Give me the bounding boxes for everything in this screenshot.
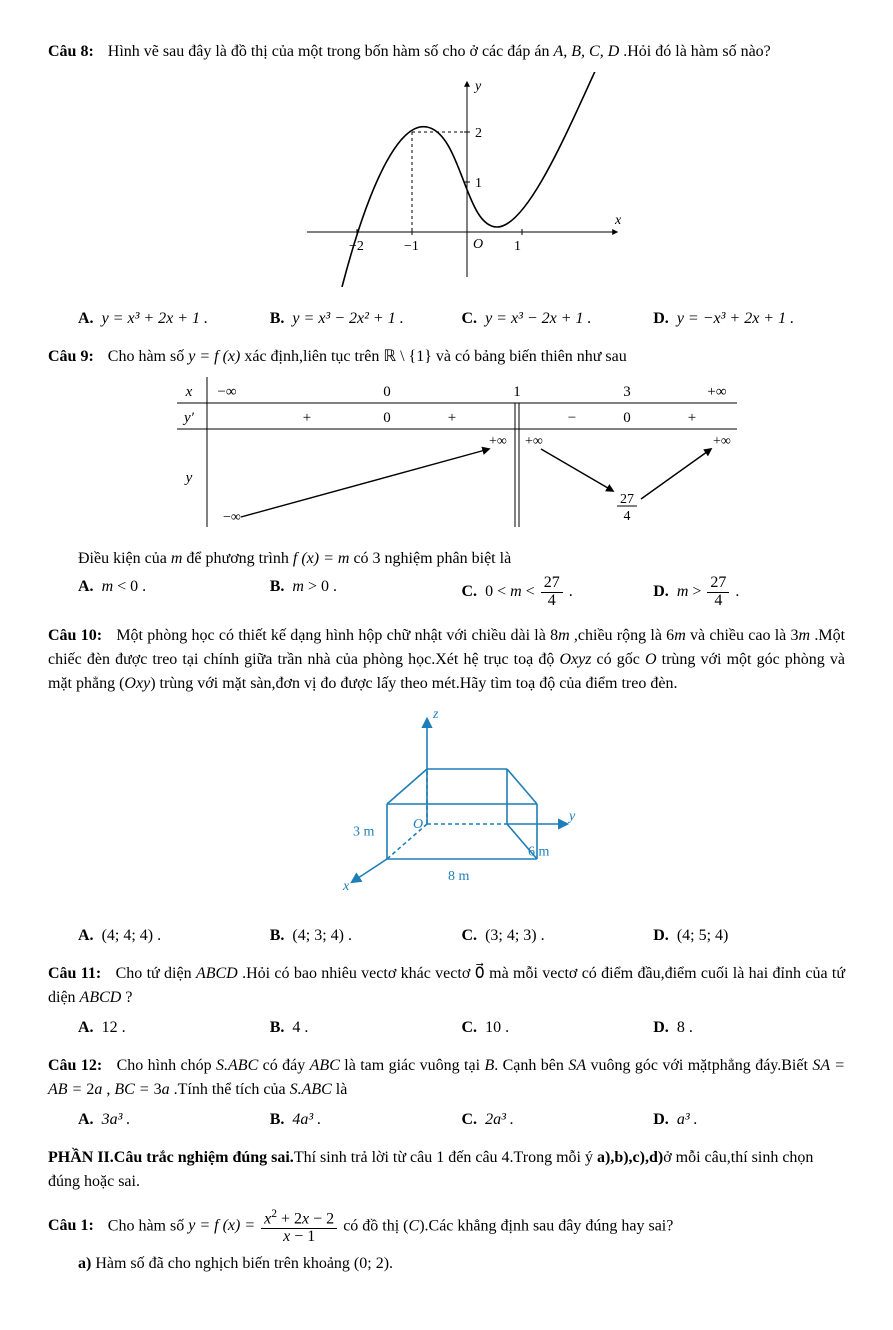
- svg-text:6 m: 6 m: [528, 844, 550, 859]
- q11-opt-A[interactable]: A. 12 .: [78, 1016, 270, 1040]
- q12-opt-D[interactable]: D. a³ .: [653, 1108, 845, 1132]
- q10-opt-C[interactable]: C. (3; 4; 3) .: [462, 924, 654, 948]
- question-9: Câu 9: Cho hàm số y = f (x) xác định,liê…: [48, 345, 845, 610]
- q8-opt-A[interactable]: A. y = x³ + 2x + 1 .: [78, 307, 270, 331]
- q9-variation-table: x −∞ 0 1 3 +∞ y′ +0 + − 0 + y −∞ +∞ +∞ +∞ 27 4: [48, 377, 845, 535]
- svg-text:−: −: [567, 410, 575, 426]
- svg-text:+: +: [302, 410, 310, 426]
- question-10: Câu 10: Một phòng học có thiết kế dạng h…: [48, 624, 845, 948]
- q10-opt-B[interactable]: B. (4; 3; 4) .: [270, 924, 462, 948]
- q11-opt-D[interactable]: D. 8 .: [653, 1016, 845, 1040]
- svg-text:+∞: +∞: [707, 384, 726, 400]
- svg-text:+: +: [447, 410, 455, 426]
- q8-opt-D[interactable]: D. y = −x³ + 2x + 1 .: [653, 307, 845, 331]
- q9-opt-C[interactable]: C. 0 < m < 274 .: [462, 575, 654, 610]
- q11-prompt: Câu 11: Cho tứ diện ABCD .Hỏi có bao nhi…: [48, 962, 845, 1010]
- svg-text:−1: −1: [404, 239, 419, 254]
- q9-prompt: Câu 9: Cho hàm số y = f (x) xác định,liê…: [48, 345, 845, 369]
- q8-options: A. y = x³ + 2x + 1 . B. y = x³ − 2x² + 1…: [78, 307, 845, 331]
- q10-label: Câu 10:: [48, 627, 102, 644]
- q9-opt-D[interactable]: D. m > 274 .: [653, 575, 845, 610]
- svg-text:8 m: 8 m: [448, 869, 470, 884]
- svg-text:+∞: +∞: [489, 434, 507, 449]
- question-11: Câu 11: Cho tứ diện ABCD .Hỏi có bao nhi…: [48, 962, 845, 1040]
- q10-options: A. (4; 4; 4) . B. (4; 3; 4) . C. (3; 4; …: [78, 924, 845, 948]
- svg-text:0: 0: [623, 410, 631, 426]
- q8-opt-B[interactable]: B. y = x³ − 2x² + 1 .: [270, 307, 462, 331]
- svg-text:z: z: [432, 707, 439, 722]
- q9-table-svg: x −∞ 0 1 3 +∞ y′ +0 + − 0 + y −∞ +∞ +∞ +∞ 27 4: [137, 377, 757, 527]
- svg-text:+: +: [687, 410, 695, 426]
- svg-text:y′: y′: [182, 410, 195, 426]
- svg-text:+∞: +∞: [525, 434, 543, 449]
- svg-text:O: O: [473, 237, 483, 252]
- svg-text:1: 1: [475, 176, 482, 191]
- svg-text:O: O: [413, 817, 423, 832]
- q9-condition: Điều kiện của m để phương trình f (x) = …: [78, 547, 845, 571]
- svg-text:27: 27: [620, 492, 634, 507]
- svg-text:+∞: +∞: [713, 434, 731, 449]
- svg-text:x: x: [184, 384, 192, 400]
- svg-text:3 m: 3 m: [353, 824, 375, 839]
- section-2-heading: PHẦN II.Câu trắc nghiệm đúng sai.Thí sin…: [48, 1146, 845, 1194]
- p2q1-label: Câu 1:: [48, 1217, 94, 1234]
- svg-text:1: 1: [513, 384, 521, 400]
- svg-text:4: 4: [623, 509, 630, 524]
- question-12: Câu 12: Cho hình chóp S.ABC có đáy ABC l…: [48, 1054, 845, 1132]
- phan2-head: PHẦN II.Câu trắc nghiệm đúng sai.: [48, 1149, 294, 1166]
- q12-opt-B[interactable]: B. 4a³ .: [270, 1108, 462, 1132]
- q10-prompt: Câu 10: Một phòng học có thiết kế dạng h…: [48, 624, 845, 696]
- q11-label: Câu 11:: [48, 965, 101, 982]
- q11-opt-C[interactable]: C. 10 .: [462, 1016, 654, 1040]
- svg-text:y: y: [567, 809, 576, 824]
- q11-opt-B[interactable]: B. 4 .: [270, 1016, 462, 1040]
- svg-text:3: 3: [623, 384, 631, 400]
- p2q1-prompt: Câu 1: Cho hàm số y = f (x) = x2 + 2x − …: [48, 1208, 845, 1246]
- q9-opt-A[interactable]: A. m < 0 .: [78, 575, 270, 610]
- svg-text:2: 2: [475, 126, 482, 141]
- q10-box-svg: z y x O 8 m 6 m 3 m: [307, 704, 587, 904]
- q8-text-b: .Hỏi đó là hàm số nào?: [619, 43, 771, 60]
- q9-label: Câu 9:: [48, 348, 94, 365]
- svg-text:y: y: [473, 79, 482, 94]
- q8-prompt: Câu 8: Hình vẽ sau đây là đồ thị của một…: [48, 40, 845, 64]
- q10-figure: z y x O 8 m 6 m 3 m: [48, 704, 845, 912]
- q8-graph: xyO−2−1112: [267, 72, 627, 287]
- svg-text:0: 0: [383, 410, 391, 426]
- q8-set: A, B, C, D: [553, 43, 619, 60]
- svg-text:0: 0: [383, 384, 391, 400]
- svg-text:x: x: [614, 213, 622, 228]
- question-8: Câu 8: Hình vẽ sau đây là đồ thị của một…: [48, 40, 845, 331]
- q9-options: A. m < 0 . B. m > 0 . C. 0 < m < 274 . D…: [78, 575, 845, 610]
- q12-options: A. 3a³ . B. 4a³ . C. 2a³ . D. a³ .: [78, 1108, 845, 1132]
- q11-options: A. 12 . B. 4 . C. 10 . D. 8 .: [78, 1016, 845, 1040]
- q8-text-a: Hình vẽ sau đây là đồ thị của một trong …: [108, 43, 554, 60]
- q10-opt-D[interactable]: D. (4; 5; 4): [653, 924, 845, 948]
- q8-label: Câu 8:: [48, 43, 94, 60]
- svg-text:1: 1: [514, 239, 521, 254]
- q9-opt-B[interactable]: B. m > 0 .: [270, 575, 462, 610]
- q10-opt-A[interactable]: A. (4; 4; 4) .: [78, 924, 270, 948]
- svg-text:x: x: [342, 879, 350, 894]
- q12-opt-A[interactable]: A. 3a³ .: [78, 1108, 270, 1132]
- p2q1-item-a: a) Hàm số đã cho nghịch biến trên khoảng…: [78, 1252, 845, 1276]
- q8-figure: xyO−2−1112: [48, 72, 845, 295]
- p2-question-1: Câu 1: Cho hàm số y = f (x) = x2 + 2x − …: [48, 1208, 845, 1276]
- q12-prompt: Câu 12: Cho hình chóp S.ABC có đáy ABC l…: [48, 1054, 845, 1102]
- q12-label: Câu 12:: [48, 1057, 102, 1074]
- svg-text:−∞: −∞: [217, 384, 236, 400]
- q8-opt-C[interactable]: C. y = x³ − 2x + 1 .: [462, 307, 654, 331]
- svg-text:−∞: −∞: [223, 510, 241, 525]
- q12-opt-C[interactable]: C. 2a³ .: [462, 1108, 654, 1132]
- svg-text:y: y: [183, 470, 192, 486]
